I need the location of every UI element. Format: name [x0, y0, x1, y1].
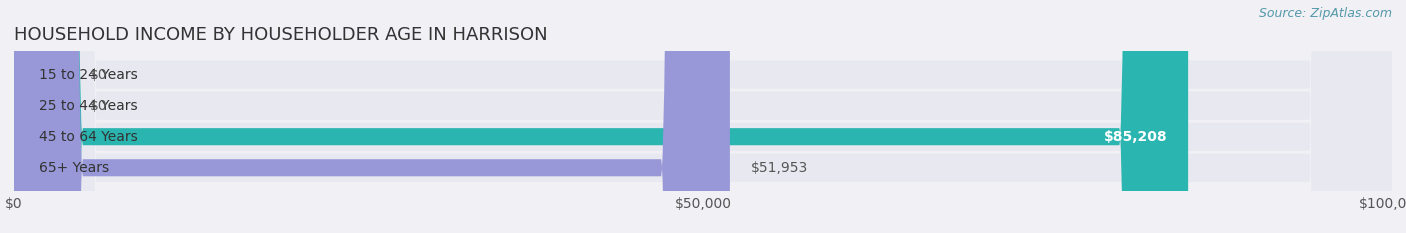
FancyBboxPatch shape	[14, 0, 1392, 233]
FancyBboxPatch shape	[14, 0, 1392, 233]
Text: Source: ZipAtlas.com: Source: ZipAtlas.com	[1258, 7, 1392, 20]
FancyBboxPatch shape	[14, 0, 1392, 233]
FancyBboxPatch shape	[14, 0, 62, 233]
Text: 25 to 44 Years: 25 to 44 Years	[39, 99, 138, 113]
FancyBboxPatch shape	[14, 0, 1188, 233]
FancyBboxPatch shape	[14, 0, 62, 233]
Text: 15 to 24 Years: 15 to 24 Years	[39, 68, 138, 82]
Text: $51,953: $51,953	[751, 161, 808, 175]
Text: HOUSEHOLD INCOME BY HOUSEHOLDER AGE IN HARRISON: HOUSEHOLD INCOME BY HOUSEHOLDER AGE IN H…	[14, 26, 548, 44]
Text: $85,208: $85,208	[1104, 130, 1167, 144]
Text: $0: $0	[90, 68, 107, 82]
FancyBboxPatch shape	[14, 0, 730, 233]
Text: 65+ Years: 65+ Years	[39, 161, 110, 175]
Text: 45 to 64 Years: 45 to 64 Years	[39, 130, 138, 144]
Text: $0: $0	[90, 99, 107, 113]
FancyBboxPatch shape	[14, 0, 1392, 233]
